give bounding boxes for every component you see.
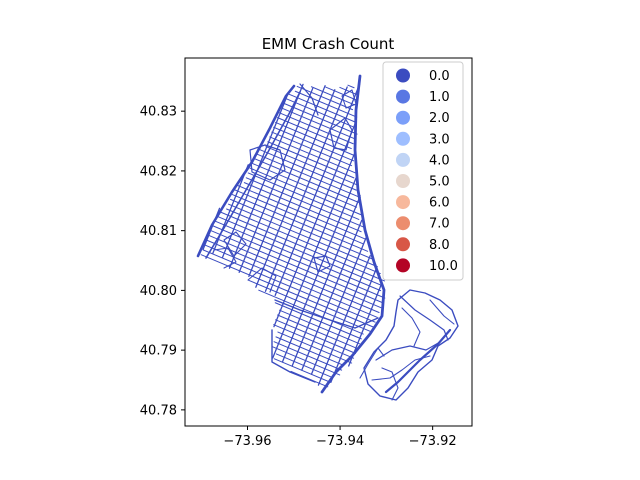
legend-marker [396, 216, 410, 231]
y-axis-ticks: 40.78 40.79 40.80 40.81 40.82 40.83 [140, 105, 185, 418]
legend-label: 7.0 [429, 217, 450, 232]
street-network [196, 74, 459, 401]
legend-marker [396, 174, 410, 188]
legend-marker [396, 110, 410, 125]
legend-label: 2.0 [429, 111, 450, 126]
legend-label: 8.0 [429, 238, 450, 253]
legend-box [382, 61, 464, 281]
x-tick-label: −73.94 [316, 434, 364, 449]
x-axis-ticks: −73.96 −73.94 −73.92 [223, 426, 457, 449]
legend-marker [396, 152, 410, 167]
plot-area [184, 57, 473, 427]
y-tick-label: 40.83 [140, 105, 177, 120]
chart-title: EMM Crash Count [262, 35, 395, 53]
legend-marker [396, 89, 410, 104]
legend-label: 0.0 [429, 69, 450, 84]
y-tick-label: 40.81 [140, 224, 177, 239]
y-tick-label: 40.82 [140, 164, 177, 179]
legend: 0.0 1.0 2.0 3.0 4.0 5.0 6.0 7.0 8.0 10.0 [382, 61, 464, 281]
legend-label: 10.0 [429, 259, 458, 274]
legend-label: 6.0 [429, 196, 450, 211]
axes-frame [184, 57, 473, 427]
x-tick-label: −73.96 [223, 434, 271, 449]
legend-label: 3.0 [429, 132, 450, 147]
y-tick-label: 40.80 [140, 284, 177, 299]
y-tick-label: 40.78 [140, 403, 177, 418]
legend-marker [396, 237, 410, 252]
legend-label: 5.0 [429, 175, 450, 190]
legend-marker [396, 131, 410, 146]
legend-label: 1.0 [429, 90, 450, 105]
legend-marker [396, 258, 410, 273]
legend-marker [396, 68, 410, 83]
x-tick-label: −73.92 [409, 434, 457, 449]
legend-marker [396, 195, 410, 210]
y-tick-label: 40.79 [140, 344, 177, 359]
legend-label: 4.0 [429, 153, 450, 168]
